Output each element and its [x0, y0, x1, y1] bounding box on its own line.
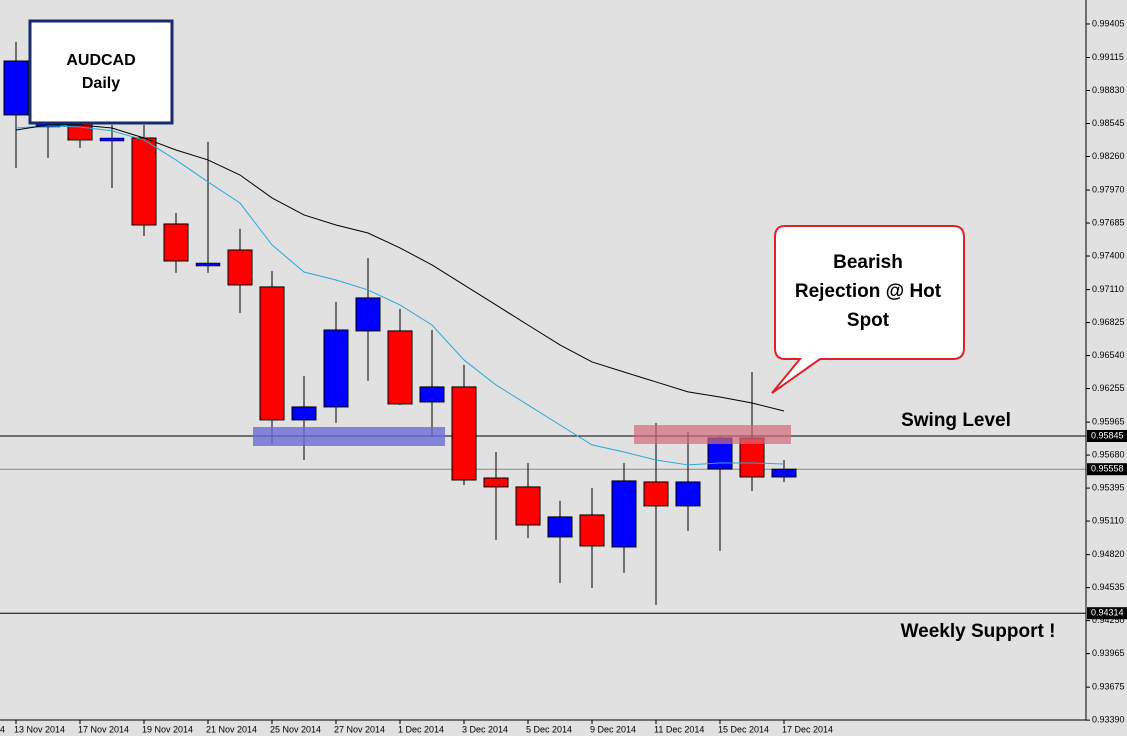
y-tick-label: 0.95110 — [1092, 515, 1124, 525]
candle-body — [355, 297, 381, 332]
x-tick-label: 15 Dec 2014 — [718, 724, 769, 734]
y-tick-label: 0.95965 — [1092, 416, 1125, 426]
y-tick-label: 0.98830 — [1092, 85, 1125, 95]
candle-body — [3, 60, 29, 116]
x-tick-label: 21 Nov 2014 — [206, 724, 257, 734]
candle-body — [227, 249, 253, 286]
symbol-label: AUDCAD — [66, 52, 135, 69]
y-tick-label: 0.99115 — [1092, 52, 1124, 62]
candle-body — [451, 386, 477, 481]
y-tick-label: 0.97970 — [1092, 184, 1125, 194]
y-tick-label: 0.97110 — [1092, 284, 1124, 294]
candle-body — [195, 262, 221, 267]
plot-area — [0, 39, 1086, 614]
x-edge-label: 4 — [0, 724, 5, 734]
y-tick-label: 0.94535 — [1092, 582, 1125, 592]
candle-body — [611, 480, 637, 548]
candle-body — [643, 481, 669, 507]
x-tick-label: 5 Dec 2014 — [526, 724, 572, 734]
callout-text: Bearish — [833, 252, 903, 273]
timeframe-label: Daily — [82, 75, 120, 92]
y-tick-label: 0.97685 — [1092, 217, 1125, 227]
moving-average — [15, 125, 785, 466]
candle-body — [771, 468, 797, 478]
x-tick-label: 11 Dec 2014 — [654, 724, 704, 734]
callout-text: Rejection @ Hot — [795, 281, 942, 302]
candle-body — [547, 516, 573, 538]
y-tick-label: 0.99405 — [1092, 18, 1125, 28]
symbol-box — [28, 19, 174, 125]
callout-text: Spot — [847, 310, 890, 331]
price-tag-label: 0.95845 — [1091, 430, 1124, 440]
candle-body — [163, 223, 189, 262]
x-tick-label: 13 Nov 2014 — [14, 724, 65, 734]
x-tick-label: 9 Dec 2014 — [590, 724, 636, 734]
candle-body — [739, 437, 765, 478]
y-tick-label: 0.95680 — [1092, 449, 1125, 459]
y-tick-label: 0.93965 — [1092, 648, 1125, 658]
x-tick-label: 17 Nov 2014 — [78, 724, 129, 734]
x-tick-label: 1 Dec 2014 — [398, 724, 444, 734]
y-tick-label: 0.93675 — [1092, 682, 1125, 692]
weekly-support-label: Weekly Support ! — [901, 621, 1056, 642]
y-tick-label: 0.93390 — [1092, 715, 1125, 725]
x-tick-label: 19 Nov 2014 — [142, 724, 193, 734]
price-tag-label: 0.94314 — [1091, 608, 1124, 618]
candle-body — [387, 330, 413, 405]
x-tick-label: 27 Nov 2014 — [334, 724, 385, 734]
candle-body — [419, 386, 445, 403]
y-tick-label: 0.98260 — [1092, 151, 1125, 161]
y-tick-label: 0.95395 — [1092, 482, 1125, 492]
candle-body — [259, 286, 285, 421]
swing-level-label: Swing Level — [901, 410, 1011, 431]
candle-body — [99, 137, 125, 142]
support-zone — [253, 427, 445, 446]
candle-body — [675, 481, 701, 507]
x-tick-label: 25 Nov 2014 — [270, 724, 321, 734]
price-tag — [1087, 463, 1127, 476]
candle-body — [515, 486, 541, 526]
candle-body — [131, 137, 157, 226]
candle-body — [291, 406, 317, 421]
y-tick-label: 0.94250 — [1092, 615, 1125, 625]
callout-bubble — [771, 225, 965, 394]
price-tag — [1087, 429, 1127, 442]
x-tick-label: 17 Dec 2014 — [782, 724, 833, 734]
y-tick-label: 0.98545 — [1092, 118, 1125, 128]
candle-body — [323, 329, 349, 408]
y-tick-label: 0.96825 — [1092, 317, 1125, 327]
y-tick-label: 0.96540 — [1092, 350, 1125, 360]
candle-body — [483, 477, 509, 488]
candle-body — [579, 514, 605, 547]
resistance-zone — [634, 425, 791, 444]
price-tag — [1087, 607, 1127, 620]
x-tick-label: 3 Dec 2014 — [462, 724, 508, 734]
y-tick-label: 0.97400 — [1092, 250, 1125, 260]
price-tag-label: 0.95558 — [1091, 464, 1124, 474]
y-tick-label: 0.96255 — [1092, 383, 1125, 393]
moving-average — [15, 124, 785, 412]
y-tick-label: 0.94820 — [1092, 549, 1125, 559]
